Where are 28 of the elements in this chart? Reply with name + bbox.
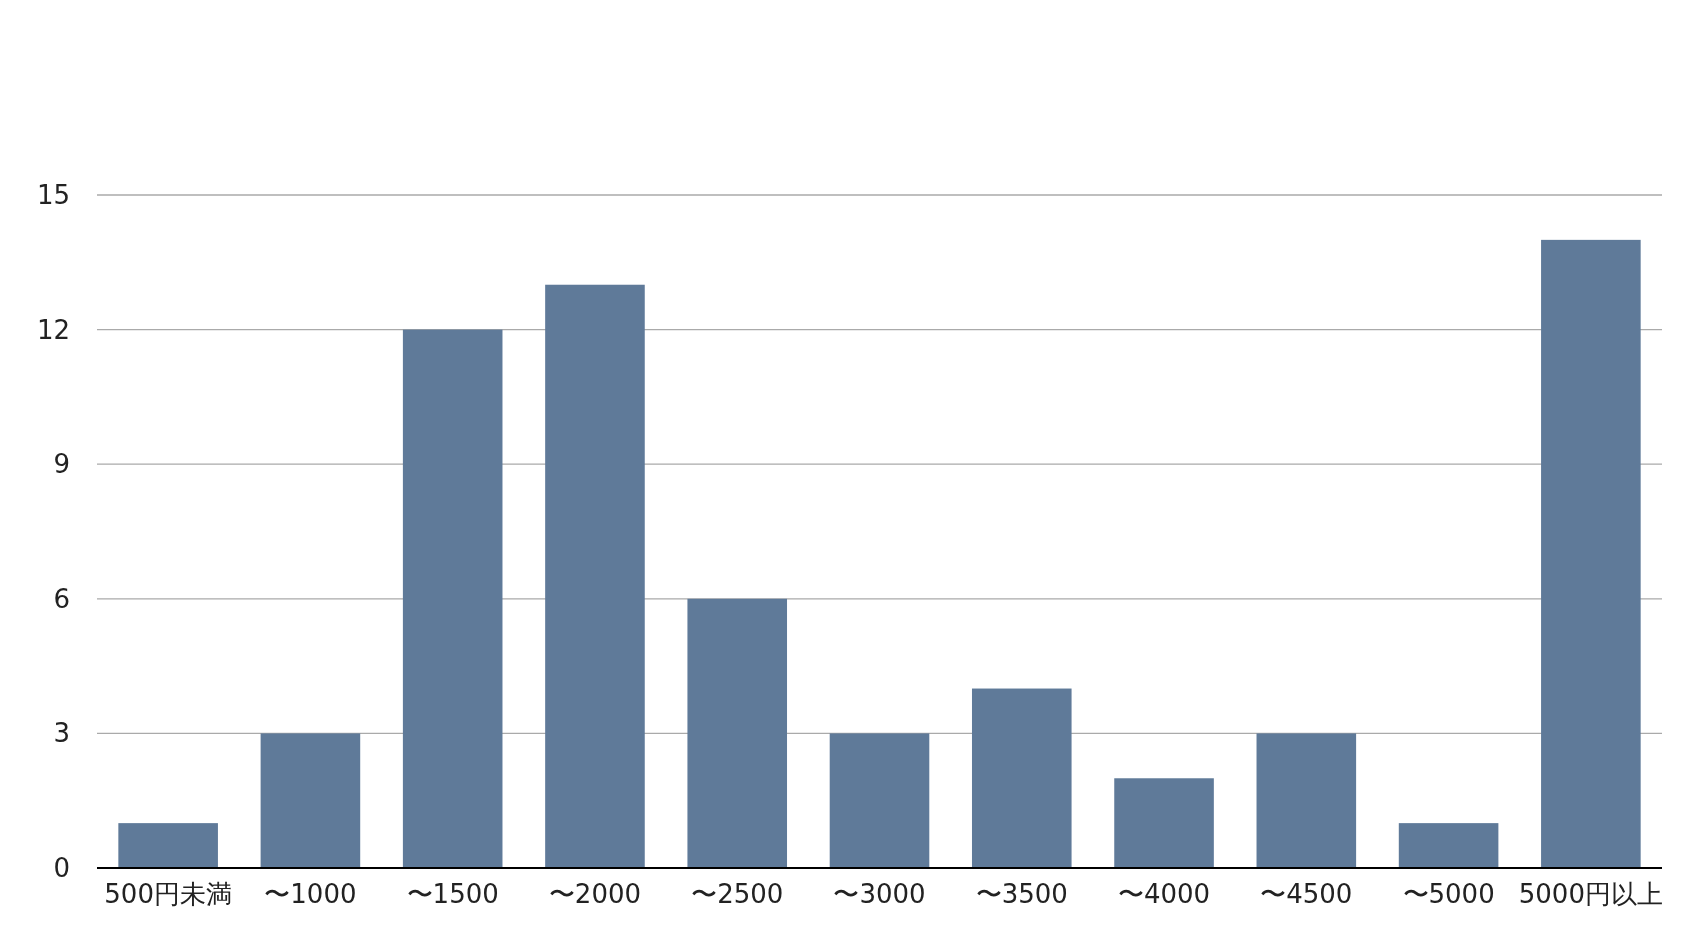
x-tick-label: 〜2000 — [548, 879, 642, 909]
bar — [971, 688, 1072, 868]
bar — [1114, 778, 1214, 868]
bar — [1256, 733, 1357, 868]
bar — [402, 329, 503, 868]
x-tick-label: 〜5000 — [1402, 879, 1495, 909]
x-tick-label: 〜2500 — [691, 879, 784, 909]
x-tick-label: 〜3500 — [975, 879, 1068, 909]
y-tick-label: 3 — [53, 718, 70, 749]
y-tick-label: 12 — [36, 314, 70, 345]
x-tick-label: 〜1500 — [406, 879, 499, 909]
x-tick-label: 5000円以上 — [1518, 879, 1663, 909]
y-tick-label: 6 — [53, 583, 70, 614]
bar — [1398, 823, 1499, 868]
x-tick-label: 500円未満 — [104, 879, 232, 909]
bar — [118, 823, 218, 868]
y-tick-label: 9 — [53, 449, 70, 480]
bar — [687, 598, 788, 868]
bar — [829, 733, 930, 868]
x-tick-label: 〜3000 — [833, 879, 926, 909]
bar — [1541, 239, 1641, 868]
bar — [260, 733, 361, 868]
x-tick-label: 〜1000 — [264, 879, 357, 909]
y-tick-label: 15 — [36, 180, 70, 210]
bar — [545, 284, 645, 868]
y-tick-label: 0 — [53, 853, 70, 883]
x-tick-label: 〜4500 — [1260, 879, 1353, 909]
x-tick-label: 〜4000 — [1117, 879, 1211, 909]
